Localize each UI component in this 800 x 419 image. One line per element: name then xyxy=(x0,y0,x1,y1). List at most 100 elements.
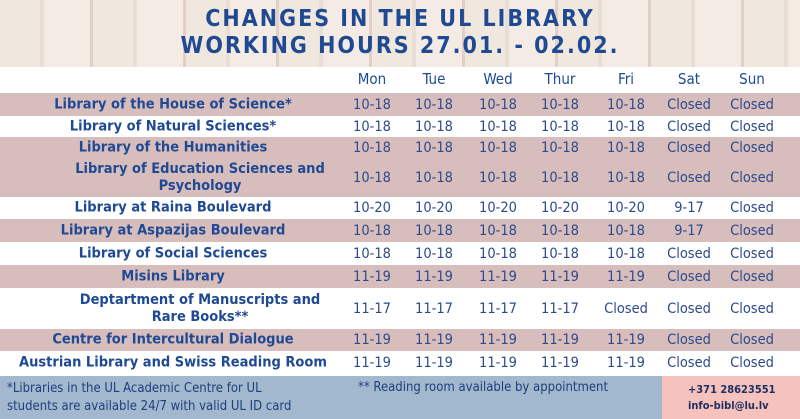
hours-cell: 11-19 xyxy=(353,332,391,348)
hours-cell: 10-18 xyxy=(415,169,453,186)
library-name: Austrian Library and Swiss Reading Room xyxy=(19,354,327,371)
table-row: Library of Natural Sciences* 10-18 10-18 10… xyxy=(0,116,800,137)
hours-cell: 10-18 xyxy=(415,222,453,239)
hours-cell: 11-19 xyxy=(479,268,517,285)
hours-cell: 11-17 xyxy=(479,300,517,317)
hours-cell: 10-18 xyxy=(607,96,645,113)
hours-cell: Closed xyxy=(730,355,774,371)
table-row: Centre for Intercultural Dialogue 11-19 11… xyxy=(0,329,800,351)
day-header-thur: Thur xyxy=(544,70,576,88)
hours-cell: 10-18 xyxy=(607,139,645,156)
library-name: Library at Raina Boulevard xyxy=(74,199,272,216)
library-name: Library of Natural Sciences* xyxy=(69,118,277,134)
footnote-24-7: *Libraries in the UL Academic Centre for… xyxy=(7,380,291,416)
hours-cell: Closed xyxy=(730,169,774,186)
hours-cell: Closed xyxy=(667,300,711,317)
footer-notes: *Libraries in the UL Academic Centre for… xyxy=(0,376,662,419)
hours-cell: Closed xyxy=(730,200,774,216)
hours-cell: Closed xyxy=(730,118,774,135)
library-name: Library of the House of Science* xyxy=(54,96,292,112)
hours-cell: Closed xyxy=(667,118,711,135)
hours-cell: 10-18 xyxy=(607,118,645,135)
hours-cell: 11-19 xyxy=(607,355,645,371)
hours-cell: 11-19 xyxy=(479,355,517,371)
hours-cell: 10-18 xyxy=(353,169,391,186)
hours-cell: Closed xyxy=(667,245,711,262)
hours-cell: 11-17 xyxy=(353,300,391,317)
hours-cell: Closed xyxy=(667,96,711,113)
library-name: Library of Social Sciences xyxy=(78,245,268,261)
hours-cell: 10-18 xyxy=(479,96,517,113)
hours-cell: 10-18 xyxy=(607,245,645,262)
hours-cell: Closed xyxy=(604,300,648,317)
hours-cell: 11-19 xyxy=(415,268,453,285)
hours-cell: 11-19 xyxy=(541,355,579,371)
hours-cell: 10-20 xyxy=(479,200,517,216)
hours-cell: 10-18 xyxy=(353,245,391,262)
hours-cell: 9-17 xyxy=(674,222,704,239)
email-link[interactable]: info-bibl@lu.lv xyxy=(688,399,769,412)
table-row: Deptartment of Manuscripts and Rare Book… xyxy=(0,288,800,329)
hours-cell: 10-18 xyxy=(541,245,579,262)
table-row: Library at Raina Boulevard 10-20 10-20 10-2… xyxy=(0,197,800,219)
hours-cell: Closed xyxy=(667,139,711,156)
hours-cell: 11-19 xyxy=(479,332,517,348)
hours-cell: Closed xyxy=(667,268,711,285)
hours-cell: 10-18 xyxy=(353,118,391,135)
title-line-2: WORKING HOURS 27.01. - 02.02. xyxy=(180,33,620,59)
table-row: Library of the House of Science* 10-18 10-… xyxy=(0,93,800,116)
hours-cell: 10-18 xyxy=(541,139,579,156)
table-row: Austrian Library and Swiss Reading Room 1… xyxy=(0,351,800,375)
table-row: Library of Social Sciences 10-18 10-18 10-1… xyxy=(0,242,800,265)
hours-cell: Closed xyxy=(730,332,774,348)
hours-cell: 10-18 xyxy=(479,222,517,239)
hours-cell: 11-17 xyxy=(541,300,579,317)
hours-cell: 10-18 xyxy=(415,245,453,262)
hours-cell: 10-18 xyxy=(479,139,517,156)
library-name: Centre for Intercultural Dialogue xyxy=(52,331,294,348)
table-row: Misins Library 11-19 11-19 11-19 11-19 11-19 C… xyxy=(0,265,800,288)
day-header-sun: Sun xyxy=(739,70,765,88)
hours-cell: 10-18 xyxy=(479,245,517,262)
table-row: Library at Aspazijas Boulevard 10-18 10-18… xyxy=(0,219,800,242)
table-row: Library of the Humanities 10-18 10-18 10-18… xyxy=(0,137,800,158)
hours-cell: Closed xyxy=(730,245,774,262)
hours-cell: 11-19 xyxy=(541,332,579,348)
hours-cell: Closed xyxy=(730,139,774,156)
hours-cell: 11-19 xyxy=(541,268,579,285)
page-title: CHANGES IN THE UL LIBRARY WORKING HOURS … xyxy=(0,6,800,60)
hours-cell: 10-18 xyxy=(415,118,453,135)
hours-cell: 11-19 xyxy=(353,355,391,371)
hours-cell: 10-18 xyxy=(541,169,579,186)
day-header-wed: Wed xyxy=(483,70,513,88)
footnote-line: *Libraries in the UL Academic Centre for… xyxy=(7,381,262,396)
hours-cell: 10-18 xyxy=(353,139,391,156)
hours-cell: 10-18 xyxy=(353,222,391,239)
day-header-tue: Tue xyxy=(422,70,446,88)
hours-cell: 11-19 xyxy=(415,332,453,348)
hours-cell: 10-18 xyxy=(353,96,391,113)
table-row: Library of Education Sciences and Psycho… xyxy=(0,158,800,197)
hours-cell: 10-20 xyxy=(415,200,453,216)
hours-cell: 10-18 xyxy=(479,169,517,186)
hours-cell: 10-18 xyxy=(607,169,645,186)
hours-cell: Closed xyxy=(667,332,711,348)
hours-cell: 10-18 xyxy=(541,118,579,135)
hours-cell: Closed xyxy=(667,355,711,371)
hours-cell: 10-18 xyxy=(541,96,579,113)
day-header-mon: Mon xyxy=(357,70,387,88)
hours-cell: 10-18 xyxy=(415,96,453,113)
footnote-appointment: ** Reading room available by appointment xyxy=(358,380,609,395)
hours-cell: 10-18 xyxy=(479,118,517,135)
library-name: Library of Education Sciences and Psycho… xyxy=(75,160,325,194)
library-name: Misins Library xyxy=(121,268,225,284)
hours-cell: Closed xyxy=(730,222,774,239)
days-header: Mon Tue Wed Thur Fri Sat Sun xyxy=(0,67,800,92)
hours-cell: 10-18 xyxy=(607,222,645,239)
phone-number[interactable]: +371 28623551 xyxy=(688,383,776,396)
hours-cell: 9-17 xyxy=(674,200,704,216)
hours-cell: Closed xyxy=(730,96,774,113)
hours-cell: Closed xyxy=(730,300,774,317)
day-header-fri: Fri xyxy=(618,70,634,88)
hours-cell: 11-19 xyxy=(415,355,453,371)
